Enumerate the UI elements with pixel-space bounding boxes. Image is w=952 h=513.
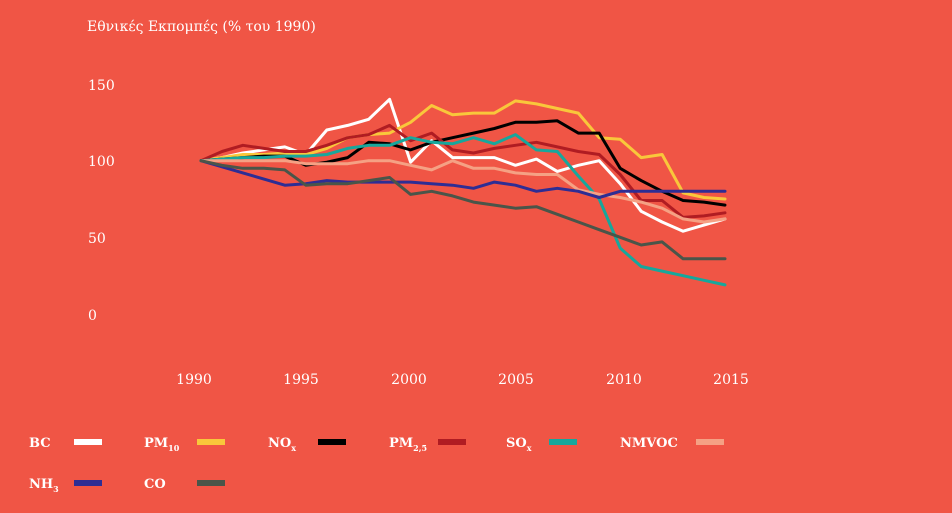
y-axis: 150 100 50 0 xyxy=(88,78,115,324)
x-tick-label: 1995 xyxy=(283,372,319,388)
series-line-co xyxy=(199,159,727,261)
y-tick-label: 100 xyxy=(88,154,115,170)
x-tick-label: 2010 xyxy=(606,372,642,388)
x-tick-label: 2015 xyxy=(713,372,749,388)
legend-label-pm10: PM10 xyxy=(144,436,180,453)
legend-label-nmvoc: NMVOC xyxy=(620,436,678,451)
legend-label-nh3: NH3 xyxy=(29,477,59,494)
x-tick-label: 2005 xyxy=(498,372,534,388)
legend-swatch-sox xyxy=(549,439,577,445)
chart-title: Εθνικές Εκπομπές (% του 1990) xyxy=(87,18,316,35)
legend-swatch-bc xyxy=(74,439,102,445)
legend-swatch-nmvoc xyxy=(696,439,724,445)
series-lines xyxy=(199,97,727,287)
legend-label-pm25: PM2,5 xyxy=(389,436,427,453)
legend-swatch-co xyxy=(197,480,225,486)
series-line-pm10 xyxy=(199,99,727,201)
legend-swatch-pm10 xyxy=(197,439,225,445)
legend-swatch-nh3 xyxy=(74,480,102,486)
series-line-pm25 xyxy=(199,123,727,219)
x-axis: 1990 1995 2000 2005 2010 2015 xyxy=(176,372,749,388)
y-tick-label: 50 xyxy=(88,231,106,247)
legend-label-sox: SOx xyxy=(506,436,532,453)
legend-swatch-pm25 xyxy=(438,439,466,445)
series-line-nox xyxy=(199,119,727,207)
legend-label-co: CO xyxy=(144,477,166,492)
x-tick-label: 1990 xyxy=(176,372,212,388)
series-line-sox xyxy=(199,133,727,287)
legend: BC PM10 NOx PM2,5 SOx NMVOC NH3 CO xyxy=(29,436,724,494)
legend-label-nox: NOx xyxy=(268,436,296,453)
x-tick-label: 2000 xyxy=(391,372,427,388)
series-line-nmvoc xyxy=(199,159,727,224)
series-line-nh3 xyxy=(199,159,727,199)
y-tick-label: 150 xyxy=(88,78,115,94)
legend-swatch-nox xyxy=(318,439,346,445)
y-tick-label: 0 xyxy=(88,308,97,324)
series-line-bc xyxy=(199,97,727,233)
legend-label-bc: BC xyxy=(29,436,51,451)
